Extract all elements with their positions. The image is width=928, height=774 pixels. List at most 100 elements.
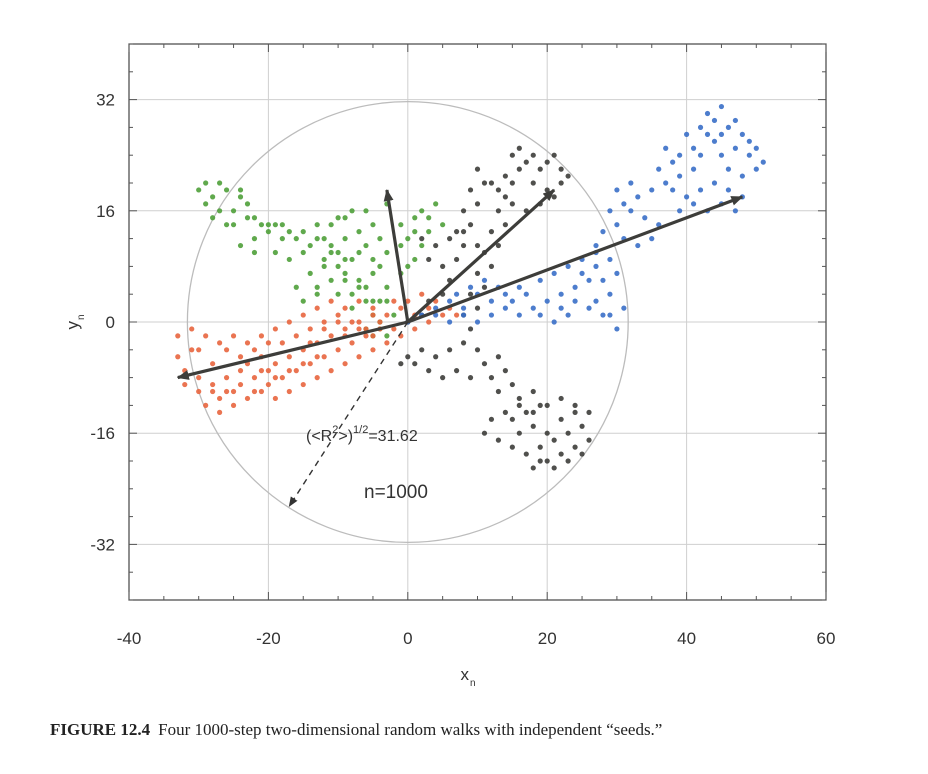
walk-point <box>558 395 564 402</box>
walk-point <box>398 242 404 249</box>
walk-point <box>272 222 278 228</box>
walk-point <box>690 145 697 151</box>
walk-point <box>495 437 502 443</box>
walk-point <box>502 173 508 179</box>
walk-point <box>363 333 369 339</box>
walk-point <box>349 305 355 311</box>
walk-point <box>467 291 474 297</box>
x-tick-label: 20 <box>538 629 557 648</box>
walk-point <box>384 249 390 256</box>
x-tick-label: -20 <box>256 629 281 648</box>
walk-point <box>244 215 251 221</box>
walk-point <box>419 242 425 249</box>
walk-point <box>433 201 439 207</box>
walk-point <box>607 312 613 318</box>
walk-point <box>481 180 488 186</box>
walk-point <box>565 263 571 269</box>
walk-point <box>251 388 258 395</box>
walk-point <box>356 319 362 325</box>
walk-point <box>704 131 711 137</box>
walk-point <box>572 284 578 290</box>
walk-point <box>579 423 585 429</box>
walk-point <box>614 326 620 332</box>
walk-point <box>307 326 313 332</box>
walk-point <box>558 305 564 311</box>
walk-point <box>328 242 334 249</box>
walk-point <box>516 402 522 408</box>
walk-point <box>460 242 467 249</box>
walk-point <box>398 222 404 228</box>
walk-point <box>572 402 578 408</box>
walk-point <box>684 194 690 200</box>
y-tick-label: 0 <box>106 313 115 332</box>
walk-point <box>237 354 244 360</box>
walk-point <box>725 124 732 130</box>
walk-point <box>502 409 508 415</box>
walk-point <box>196 388 202 395</box>
walk-point <box>635 194 641 200</box>
walk-point <box>356 277 362 283</box>
walk-point <box>363 298 369 304</box>
walk-point <box>697 124 704 130</box>
walk-point <box>189 326 195 332</box>
walk-point <box>426 319 432 325</box>
walk-point <box>286 354 292 360</box>
walk-point <box>384 284 390 290</box>
walk-point <box>523 291 529 297</box>
walk-point <box>558 180 564 186</box>
walk-point <box>502 305 508 311</box>
random-walk-figure: -40 -20 0 20 40 60 32 16 0 -16 -32 (<R2>)1/2=31.62… <box>63 43 835 689</box>
walk-point <box>467 375 474 381</box>
walk-point <box>321 263 327 269</box>
end-vector <box>406 188 556 324</box>
walk-point <box>328 277 334 283</box>
walk-point <box>460 229 467 235</box>
walk-point <box>677 208 683 214</box>
end-vector <box>407 195 744 324</box>
walk-point <box>335 249 341 256</box>
y-tick-label: -16 <box>90 424 115 443</box>
walk-point <box>690 166 697 172</box>
walk-point <box>335 312 341 318</box>
walk-point <box>495 208 502 214</box>
walk-point <box>175 354 181 360</box>
x-tick-label: 40 <box>677 629 696 648</box>
walk-point <box>356 326 362 332</box>
walk-point <box>272 395 278 402</box>
walk-point <box>314 305 320 311</box>
walk-point <box>342 326 348 332</box>
walk-point <box>182 368 188 374</box>
walk-point <box>363 208 369 214</box>
walk-point <box>286 388 292 395</box>
walk-point <box>447 298 453 304</box>
walk-point <box>237 187 244 193</box>
walk-point <box>349 291 355 297</box>
walk-point <box>447 347 453 353</box>
walk-point <box>419 208 425 214</box>
walk-point <box>502 368 508 374</box>
walk-point <box>328 333 334 339</box>
walk-point <box>251 347 258 353</box>
walk-point <box>335 347 341 353</box>
walk-point <box>579 451 585 457</box>
walk-point <box>739 131 745 137</box>
walk-point <box>509 152 515 158</box>
walk-point <box>621 305 627 311</box>
walk-point <box>523 409 529 415</box>
walk-point <box>697 187 704 193</box>
walk-point <box>189 347 195 353</box>
walk-point <box>718 103 725 110</box>
walk-point <box>210 215 216 221</box>
walk-point <box>293 368 299 374</box>
walk-point <box>363 284 369 290</box>
walk-point <box>300 249 306 256</box>
walk-point <box>307 242 313 249</box>
walk-point <box>223 388 230 395</box>
walk-point <box>223 347 230 353</box>
walk-point <box>244 340 251 346</box>
walk-point <box>474 201 481 207</box>
walk-point <box>419 347 425 353</box>
walk-point <box>739 173 745 179</box>
walk-point <box>328 249 334 256</box>
y-axis-label: yn <box>63 314 87 329</box>
